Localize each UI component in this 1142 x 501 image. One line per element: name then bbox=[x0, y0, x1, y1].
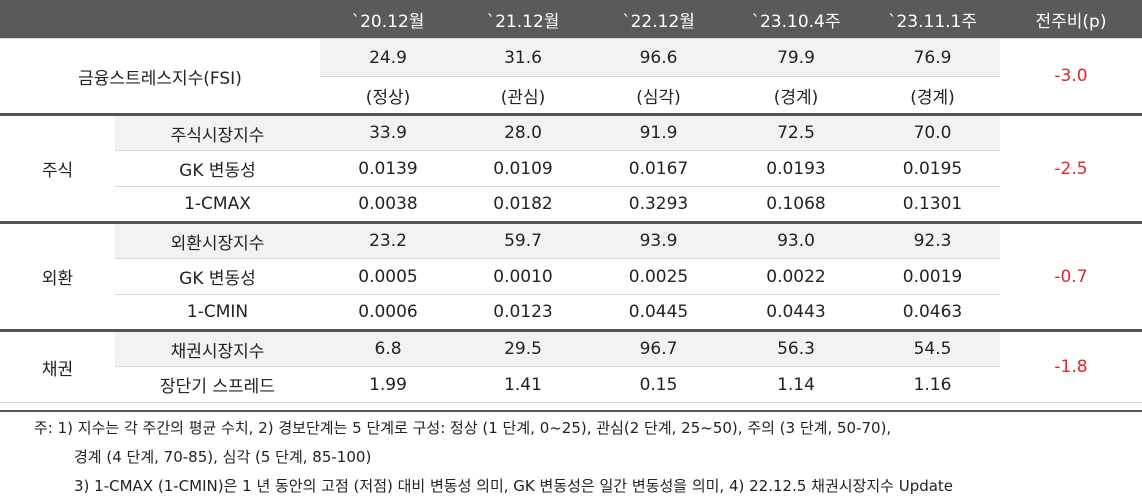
value-cell: 54.5 bbox=[865, 329, 1000, 367]
note-line: 주: 1) 지수는 각 주간의 평균 수치, 2) 경보단계는 5 단계로 구성… bbox=[34, 419, 892, 437]
fsi-table: `20.12월 `21.12월 `22.12월 `23.10.4주 `23.11.1주 전… bbox=[0, 0, 1142, 403]
note-line: 3) 1-CMAX (1-CMIN)은 1 년 동안의 고점 (저점) 대비 변… bbox=[74, 477, 954, 495]
data-row: 외환 외환시장지수 23.2 59.7 93.9 93.0 92.3 -0.7 bbox=[0, 221, 1142, 331]
value-cell: 0.0025 bbox=[590, 258, 727, 295]
header-row: `20.12월 `21.12월 `22.12월 `23.10.4주 `23.11.1주 전… bbox=[0, 0, 1142, 39]
value-cell: 29.5 bbox=[456, 329, 590, 367]
value-cell: 0.0193 bbox=[727, 150, 865, 187]
value-cell: 24.9 bbox=[320, 38, 456, 77]
header-blank bbox=[0, 0, 320, 39]
change-cell: -3.0 bbox=[1000, 38, 1142, 115]
value-cell: 1.16 bbox=[865, 366, 1000, 403]
value-cell: 33.9 bbox=[320, 113, 456, 151]
data-row: 1-CMIN 0.0006 0.0123 0.0445 0.0443 0.0463 bbox=[0, 294, 1142, 331]
change-cell: -2.5 bbox=[1000, 113, 1142, 223]
column-header: `23.10.4주 bbox=[727, 0, 865, 39]
row-label: GK 변동성 bbox=[115, 150, 320, 187]
fsi-row: 금융스트레스지수(FSI) 24.9 31.6 96.6 79.9 76.9 -3.0 bbox=[0, 38, 1142, 115]
change-cell: -0.7 bbox=[1000, 221, 1142, 331]
value-cell: 0.1301 bbox=[865, 186, 1000, 223]
row-label: 1-CMAX bbox=[115, 186, 320, 223]
group-label: 외환 bbox=[0, 221, 115, 331]
value-cell: 0.0195 bbox=[865, 150, 1000, 187]
value-cell: 0.0022 bbox=[727, 258, 865, 295]
value-cell: 70.0 bbox=[865, 113, 1000, 151]
value-cell: 91.9 bbox=[590, 113, 727, 151]
group-label: 주식 bbox=[0, 113, 115, 223]
data-row: 채권 채권시장지수 6.8 29.5 96.7 56.3 54.5 -1.8 bbox=[0, 329, 1142, 403]
level-cell: (관심) bbox=[456, 76, 590, 115]
data-row: 1-CMAX 0.0038 0.0182 0.3293 0.1068 0.1301 bbox=[0, 186, 1142, 223]
value-cell: 1.99 bbox=[320, 366, 456, 403]
row-label: 채권시장지수 bbox=[115, 329, 320, 367]
row-label: 외환시장지수 bbox=[115, 221, 320, 259]
value-cell: 0.0010 bbox=[456, 258, 590, 295]
row-label: 금융스트레스지수(FSI) bbox=[0, 38, 320, 115]
value-cell: 93.9 bbox=[590, 221, 727, 259]
value-cell: 0.3293 bbox=[590, 186, 727, 223]
value-cell: 0.0182 bbox=[456, 186, 590, 223]
value-cell: 96.6 bbox=[590, 38, 727, 77]
value-cell: 0.0006 bbox=[320, 294, 456, 331]
data-row: 주식 주식시장지수 33.9 28.0 91.9 72.5 70.0 -2.5 bbox=[0, 113, 1142, 223]
value-cell: 79.9 bbox=[727, 38, 865, 77]
level-cell: (심각) bbox=[590, 76, 727, 115]
value-cell: 96.7 bbox=[590, 329, 727, 367]
value-cell: 0.0123 bbox=[456, 294, 590, 331]
change-cell: -1.8 bbox=[1000, 329, 1142, 403]
value-cell: 31.6 bbox=[456, 38, 590, 77]
data-row: GK 변동성 0.0139 0.0109 0.0167 0.0193 0.0195 bbox=[0, 150, 1142, 187]
level-cell: (경계) bbox=[727, 76, 865, 115]
column-header: `21.12월 bbox=[456, 0, 590, 39]
level-cell: (정상) bbox=[320, 76, 456, 115]
value-cell: 1.14 bbox=[727, 366, 865, 403]
value-cell: 0.0139 bbox=[320, 150, 456, 187]
value-cell: 0.0005 bbox=[320, 258, 456, 295]
data-row: GK 변동성 0.0005 0.0010 0.0025 0.0022 0.0019 bbox=[0, 258, 1142, 295]
data-row: 장단기 스프레드 1.99 1.41 0.15 1.14 1.16 bbox=[0, 366, 1142, 403]
value-cell: 1.41 bbox=[456, 366, 590, 403]
value-cell: 0.0038 bbox=[320, 186, 456, 223]
row-label: 주식시장지수 bbox=[115, 113, 320, 151]
value-cell: 0.0167 bbox=[590, 150, 727, 187]
note-line: 경계 (4 단계, 70-85), 심각 (5 단계, 85-100) bbox=[74, 448, 372, 466]
group-label: 채권 bbox=[0, 329, 115, 403]
level-cell: (경계) bbox=[865, 76, 1000, 115]
row-label: GK 변동성 bbox=[115, 258, 320, 295]
column-header: `23.11.1주 bbox=[865, 0, 1000, 39]
value-cell: 23.2 bbox=[320, 221, 456, 259]
value-cell: 0.0463 bbox=[865, 294, 1000, 331]
value-cell: 92.3 bbox=[865, 221, 1000, 259]
value-cell: 0.15 bbox=[590, 366, 727, 403]
column-header: `22.12월 bbox=[590, 0, 727, 39]
column-header: 전주비(p) bbox=[1000, 0, 1142, 39]
notes: 주: 1) 지수는 각 주간의 평균 수치, 2) 경보단계는 5 단계로 구성… bbox=[0, 410, 1142, 501]
value-cell: 56.3 bbox=[727, 329, 865, 367]
value-cell: 0.1068 bbox=[727, 186, 865, 223]
row-label: 1-CMIN bbox=[115, 294, 320, 331]
value-cell: 0.0019 bbox=[865, 258, 1000, 295]
value-cell: 0.0445 bbox=[590, 294, 727, 331]
value-cell: 72.5 bbox=[727, 113, 865, 151]
value-cell: 6.8 bbox=[320, 329, 456, 367]
value-cell: 59.7 bbox=[456, 221, 590, 259]
value-cell: 0.0443 bbox=[727, 294, 865, 331]
value-cell: 93.0 bbox=[727, 221, 865, 259]
row-label: 장단기 스프레드 bbox=[115, 366, 320, 403]
value-cell: 76.9 bbox=[865, 38, 1000, 77]
value-cell: 0.0109 bbox=[456, 150, 590, 187]
value-cell: 28.0 bbox=[456, 113, 590, 151]
column-header: `20.12월 bbox=[320, 0, 456, 39]
